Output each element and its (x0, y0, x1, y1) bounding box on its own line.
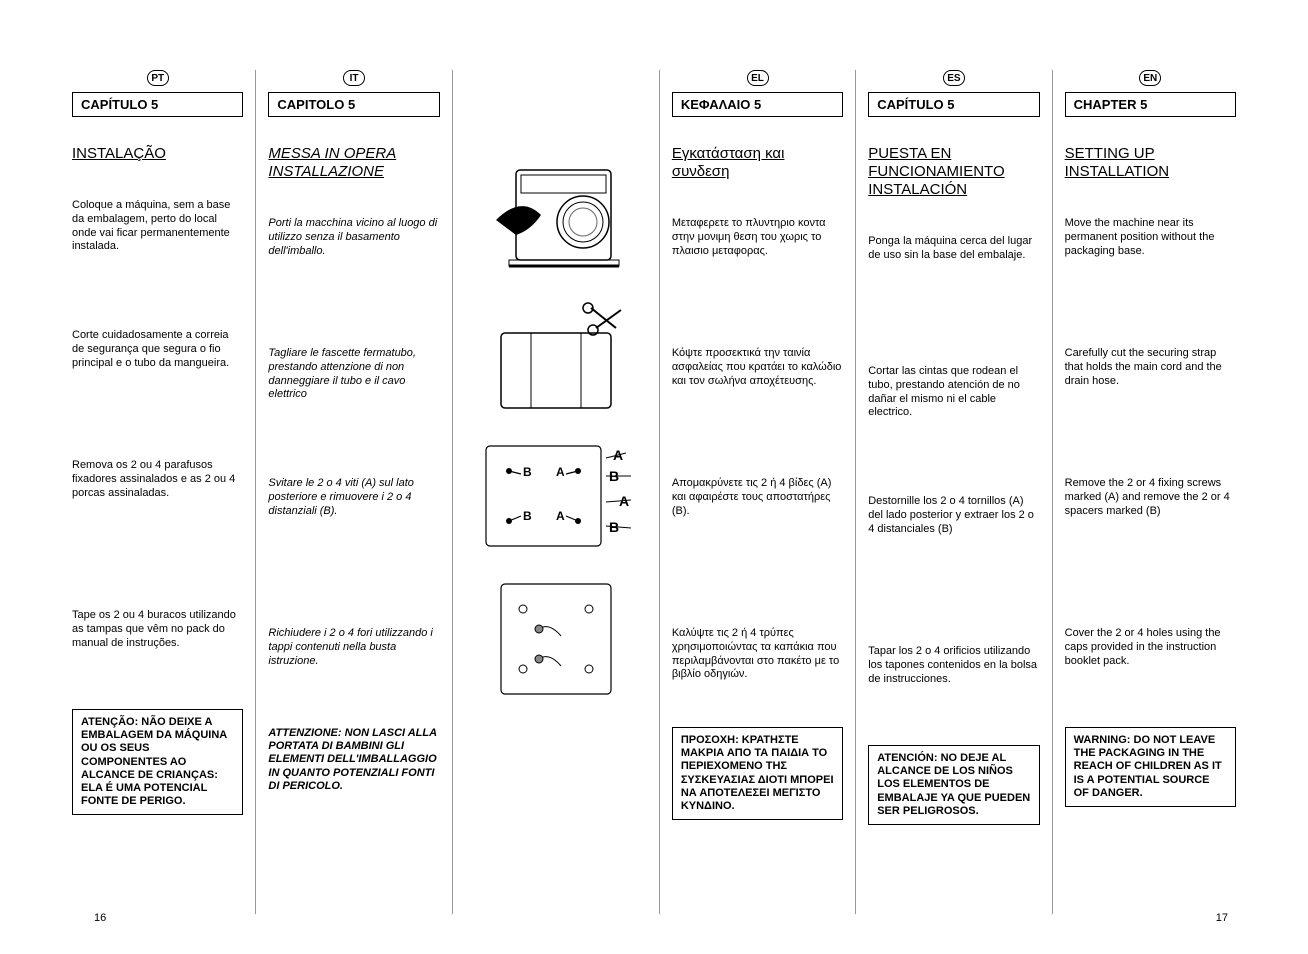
lang-badge-en: EN (1139, 70, 1161, 86)
illustration-cut-strap (471, 298, 641, 418)
page-number-right: 17 (1216, 912, 1228, 924)
manual-spread: PT CAPÍTULO 5 INSTALAÇÃO Coloque a máqui… (60, 70, 1248, 914)
para-en-1: Move the machine near its permanent posi… (1065, 217, 1236, 258)
illustration-remove-screws: B B A A A B A B (461, 436, 651, 556)
column-pt: PT CAPÍTULO 5 INSTALAÇÃO Coloque a máqui… (60, 70, 256, 914)
svg-text:B: B (523, 509, 532, 523)
chapter-box-es: CAPÍTULO 5 (868, 92, 1039, 117)
chapter-box-it: CAPITOLO 5 (268, 92, 439, 117)
warning-pt: ATENÇÃO: NÃO DEIXE A EMBALAGEM DA MÁQUIN… (72, 709, 243, 815)
illustration-machine-on-pallet (471, 160, 641, 280)
para-pt-3: Remova os 2 ou 4 parafusos fixadores ass… (72, 459, 243, 500)
para-es-4: Tapar los 2 o 4 orificios utilizando los… (868, 645, 1039, 686)
column-en: EN CHAPTER 5 SETTING UP INSTALLATION Mov… (1053, 70, 1248, 914)
para-en-4: Cover the 2 or 4 holes using the caps pr… (1065, 627, 1236, 668)
para-es-1: Ponga la máquina cerca del lugar de uso … (868, 235, 1039, 263)
page-number-left: 16 (94, 912, 106, 924)
svg-text:A: A (556, 509, 565, 523)
para-pt-4: Tape os 2 ou 4 buracos utilizando as tam… (72, 609, 243, 650)
para-el-1: Μεταφερετε το πλυντηριο κοντα στην μονιμ… (672, 217, 843, 258)
chapter-box-pt: CAPÍTULO 5 (72, 92, 243, 117)
warning-el: ΠΡΟΣΟΧΗ: ΚΡΑΤΗΣΤΕ ΜΑΚΡΙΑ ΑΠΟ ΤΑ ΠΑΙΔΙΑ Τ… (672, 727, 843, 820)
lang-badge-it: IT (343, 70, 365, 86)
para-it-1: Porti la macchina vicino al luogo di uti… (268, 217, 439, 258)
warning-es: ATENCIÓN: NO DEJE AL ALCANCE DE LOS NIÑO… (868, 745, 1039, 825)
column-es: ES CAPÍTULO 5 PUESTA EN FUNCIONAMIENTO I… (856, 70, 1052, 914)
column-el: EL ΚΕΦΑΛΑΙΟ 5 Εγκατάσταση και συνδεση Με… (660, 70, 856, 914)
para-el-2: Κόψτε προσεκτικά την ταινία ασφαλείας πο… (672, 347, 843, 388)
warning-en: WARNING: DO NOT LEAVE THE PACKAGING IN T… (1065, 727, 1236, 807)
para-el-4: Καλύψτε τις 2 ή 4 τρύπες χρησιμοποιώντας… (672, 627, 843, 682)
para-en-3: Remove the 2 or 4 fixing screws marked (… (1065, 477, 1236, 518)
section-title-en: SETTING UP INSTALLATION (1065, 145, 1236, 181)
para-el-3: Απομακρύνετε τις 2 ή 4 βίδες (A) και αφα… (672, 477, 843, 518)
section-title-pt: INSTALAÇÃO (72, 145, 243, 163)
column-it: IT CAPITOLO 5 MESSA IN OPERA INSTALLAZIO… (256, 70, 452, 914)
para-pt-2: Corte cuidadosamente a correia de segura… (72, 329, 243, 370)
para-it-4: Richiudere i 2 o 4 fori utilizzando i ta… (268, 627, 439, 668)
para-es-2: Cortar las cintas que rodean el tubo, pr… (868, 365, 1039, 420)
lang-badge-el: EL (747, 70, 769, 86)
svg-text:A: A (556, 465, 565, 479)
illustration-cover-holes (471, 574, 641, 704)
para-pt-1: Coloque a máquina, sem a base da embalag… (72, 199, 243, 254)
para-it-2: Tagliare le fascette fermatubo, prestand… (268, 347, 439, 402)
section-title-es: PUESTA EN FUNCIONAMIENTO INSTALACIÓN (868, 145, 1039, 199)
lang-badge-es: ES (943, 70, 965, 86)
svg-text:B: B (523, 465, 532, 479)
section-title-el: Εγκατάσταση και συνδεση (672, 145, 843, 181)
lang-badge-pt: PT (147, 70, 169, 86)
column-images: B B A A A B A B (453, 70, 660, 914)
para-it-3: Svitare le 2 o 4 viti (A) sul lato poste… (268, 477, 439, 518)
para-es-3: Destornille los 2 o 4 tornillos (A) del … (868, 495, 1039, 536)
chapter-box-en: CHAPTER 5 (1065, 92, 1236, 117)
para-en-2: Carefully cut the securing strap that ho… (1065, 347, 1236, 388)
warning-it: ATTENZIONE: NON LASCI ALLA PORTATA DI BA… (268, 727, 439, 793)
chapter-box-el: ΚΕΦΑΛΑΙΟ 5 (672, 92, 843, 117)
section-title-it: MESSA IN OPERA INSTALLAZIONE (268, 145, 439, 181)
